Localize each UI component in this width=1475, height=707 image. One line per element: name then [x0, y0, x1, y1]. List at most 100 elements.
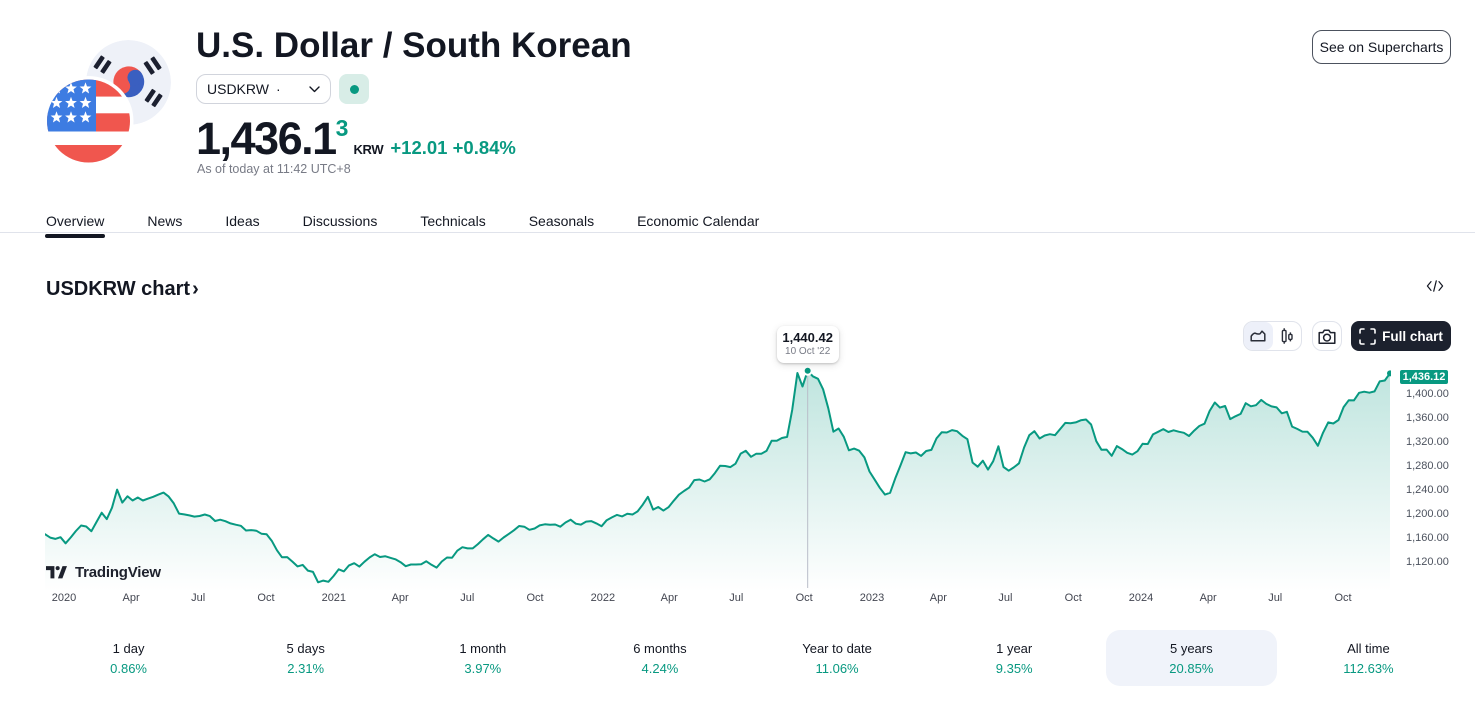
- page-title: U.S. Dollar / South Korean: [196, 26, 632, 65]
- candles-icon: [1281, 328, 1293, 344]
- price-axis-label: 1,360.00: [1406, 412, 1449, 424]
- period-6-months[interactable]: 6 months 4.24%: [574, 630, 745, 686]
- symbol-dropdown[interactable]: USDKRW ·: [196, 74, 331, 104]
- tooltip-price: 1,440.42: [782, 330, 833, 345]
- chart-section-heading-text: USDKRW chart: [46, 278, 191, 300]
- symbol-dropdown-separator: ·: [275, 81, 281, 97]
- see-on-supercharts-button[interactable]: See on Supercharts: [1312, 30, 1451, 64]
- tab-economic-calendar[interactable]: Economic Calendar: [637, 213, 760, 229]
- tab-technicals[interactable]: Technicals: [420, 213, 486, 229]
- full-chart-button[interactable]: Full chart: [1351, 321, 1451, 351]
- period-label: 5 days: [286, 640, 325, 656]
- series-area-fill: [45, 370, 1390, 592]
- fullscreen-icon: [1359, 327, 1376, 345]
- tooltip-date: 10 Oct '22: [785, 346, 831, 357]
- period-label: 1 year: [996, 640, 1033, 656]
- period-all-time[interactable]: All time 112.63%: [1283, 630, 1454, 686]
- price-currency: KRW: [353, 142, 384, 157]
- us-flag-icon: [47, 79, 130, 163]
- symbol-pair-flags: [45, 39, 172, 166]
- price-axis-label: 1,160.00: [1406, 532, 1449, 544]
- period-label: 5 years: [1169, 640, 1213, 656]
- chevron-right-icon: ›: [192, 278, 199, 300]
- price-axis-label: 1,200.00: [1406, 508, 1449, 520]
- chevron-down-icon: [309, 85, 320, 93]
- last-price-dot-icon: [1387, 370, 1391, 377]
- price-axis-label: 1,120.00: [1406, 556, 1449, 568]
- period-5-years[interactable]: 5 years 20.85%: [1105, 630, 1277, 686]
- period-change: 112.63%: [1343, 660, 1394, 676]
- time-axis-label: Apr: [660, 592, 678, 604]
- marker-dot-icon: [802, 365, 813, 376]
- period-1-day[interactable]: 1 day 0.86%: [43, 630, 214, 686]
- period-1-month[interactable]: 1 month 3.97%: [397, 630, 568, 686]
- period-year-to-date[interactable]: Year to date 11.06%: [752, 630, 923, 686]
- us-flag-stars: [50, 82, 92, 123]
- period-change: 11.06%: [815, 660, 859, 676]
- period-label: 6 months: [633, 640, 687, 656]
- time-axis-label: Jul: [998, 592, 1013, 604]
- price-axis-label: 1,320.00: [1406, 436, 1449, 448]
- price-axis-label: 1,400.00: [1406, 388, 1449, 400]
- price-axis-label: 1,240.00: [1406, 484, 1449, 496]
- period-5-days[interactable]: 5 days 2.31%: [220, 630, 391, 686]
- chart-toolbar: Full chart: [1243, 321, 1451, 351]
- tab-discussions[interactable]: Discussions: [302, 213, 378, 229]
- snapshot-camera-button[interactable]: [1312, 321, 1342, 351]
- time-axis-label: 2020: [51, 592, 77, 604]
- period-change: 0.86%: [110, 660, 147, 676]
- series-line: [45, 369, 1391, 584]
- price-change: +12.01 +0.84%: [390, 137, 516, 158]
- time-axis-label: 2023: [859, 592, 885, 604]
- price-change-abs: +12.01: [390, 137, 448, 158]
- time-axis-label: Apr: [391, 592, 409, 604]
- price-sup-digit: 3: [335, 115, 349, 141]
- period-label: 1 day: [112, 640, 145, 656]
- time-axis-label: Jul: [460, 592, 475, 604]
- area-chart-canvas[interactable]: [45, 360, 1391, 592]
- tab-seasonals[interactable]: Seasonals: [528, 213, 595, 229]
- time-axis-label: Oct: [795, 592, 813, 604]
- chart-section-heading[interactable]: USDKRW chart ›: [46, 278, 199, 301]
- time-axis-label: Oct: [257, 592, 275, 604]
- camera-icon: [1317, 328, 1336, 344]
- market-status-button[interactable]: [339, 74, 369, 104]
- time-axis-label: Jul: [729, 592, 744, 604]
- price-value: 1,436.1: [196, 113, 337, 164]
- embed-code-button[interactable]: [1426, 278, 1446, 294]
- period-label: All time: [1347, 640, 1390, 656]
- time-axis-label: Apr: [929, 592, 947, 604]
- crosshair-tooltip: 1,440.42 10 Oct '22: [776, 326, 839, 363]
- period-change: 2.31%: [287, 660, 325, 676]
- chart-style-switcher: [1243, 321, 1302, 351]
- time-axis-label: Oct: [1064, 592, 1082, 604]
- time-axis-label: Oct: [526, 592, 544, 604]
- time-axis-label: Oct: [1334, 592, 1352, 604]
- symbol-dropdown-label: USDKRW: [207, 81, 269, 97]
- time-axis-label: Apr: [122, 592, 140, 604]
- candles-chart-style-button[interactable]: [1273, 322, 1302, 350]
- full-chart-label: Full chart: [1382, 328, 1443, 344]
- time-axis-label: 2024: [1128, 592, 1154, 604]
- price-row: 1,436.13 KRW +12.01 +0.84%: [196, 113, 516, 165]
- period-change: 4.24%: [641, 660, 679, 676]
- time-axis-label: Jul: [191, 592, 206, 604]
- area-icon: [1250, 330, 1266, 342]
- tab-news[interactable]: News: [147, 213, 183, 229]
- area-chart-style-button[interactable]: [1244, 322, 1273, 350]
- period-change: 20.85%: [1169, 660, 1214, 676]
- code-embed-icon: [1426, 280, 1444, 292]
- period-label: Year to date: [802, 640, 872, 656]
- time-axis[interactable]: 2020 Apr Jul Oct 2021 Apr Jul Oct 2022 Apr Jul Oct 2…: [0, 591, 1475, 607]
- time-axis-label: Apr: [1199, 592, 1217, 604]
- last-price-badge: 1,436.12: [1400, 369, 1448, 384]
- as-of-timestamp: As of today at 11:42 UTC+8: [197, 162, 351, 176]
- price-change-pct: +0.84%: [452, 137, 516, 158]
- period-label: 1 month: [459, 640, 507, 656]
- market-open-dot-icon: [349, 84, 359, 94]
- time-axis-label: 2021: [321, 592, 347, 604]
- tab-overview[interactable]: Overview: [44, 204, 106, 239]
- tab-ideas[interactable]: Ideas: [225, 213, 260, 229]
- period-1-year[interactable]: 1 year 9.35%: [929, 630, 1100, 686]
